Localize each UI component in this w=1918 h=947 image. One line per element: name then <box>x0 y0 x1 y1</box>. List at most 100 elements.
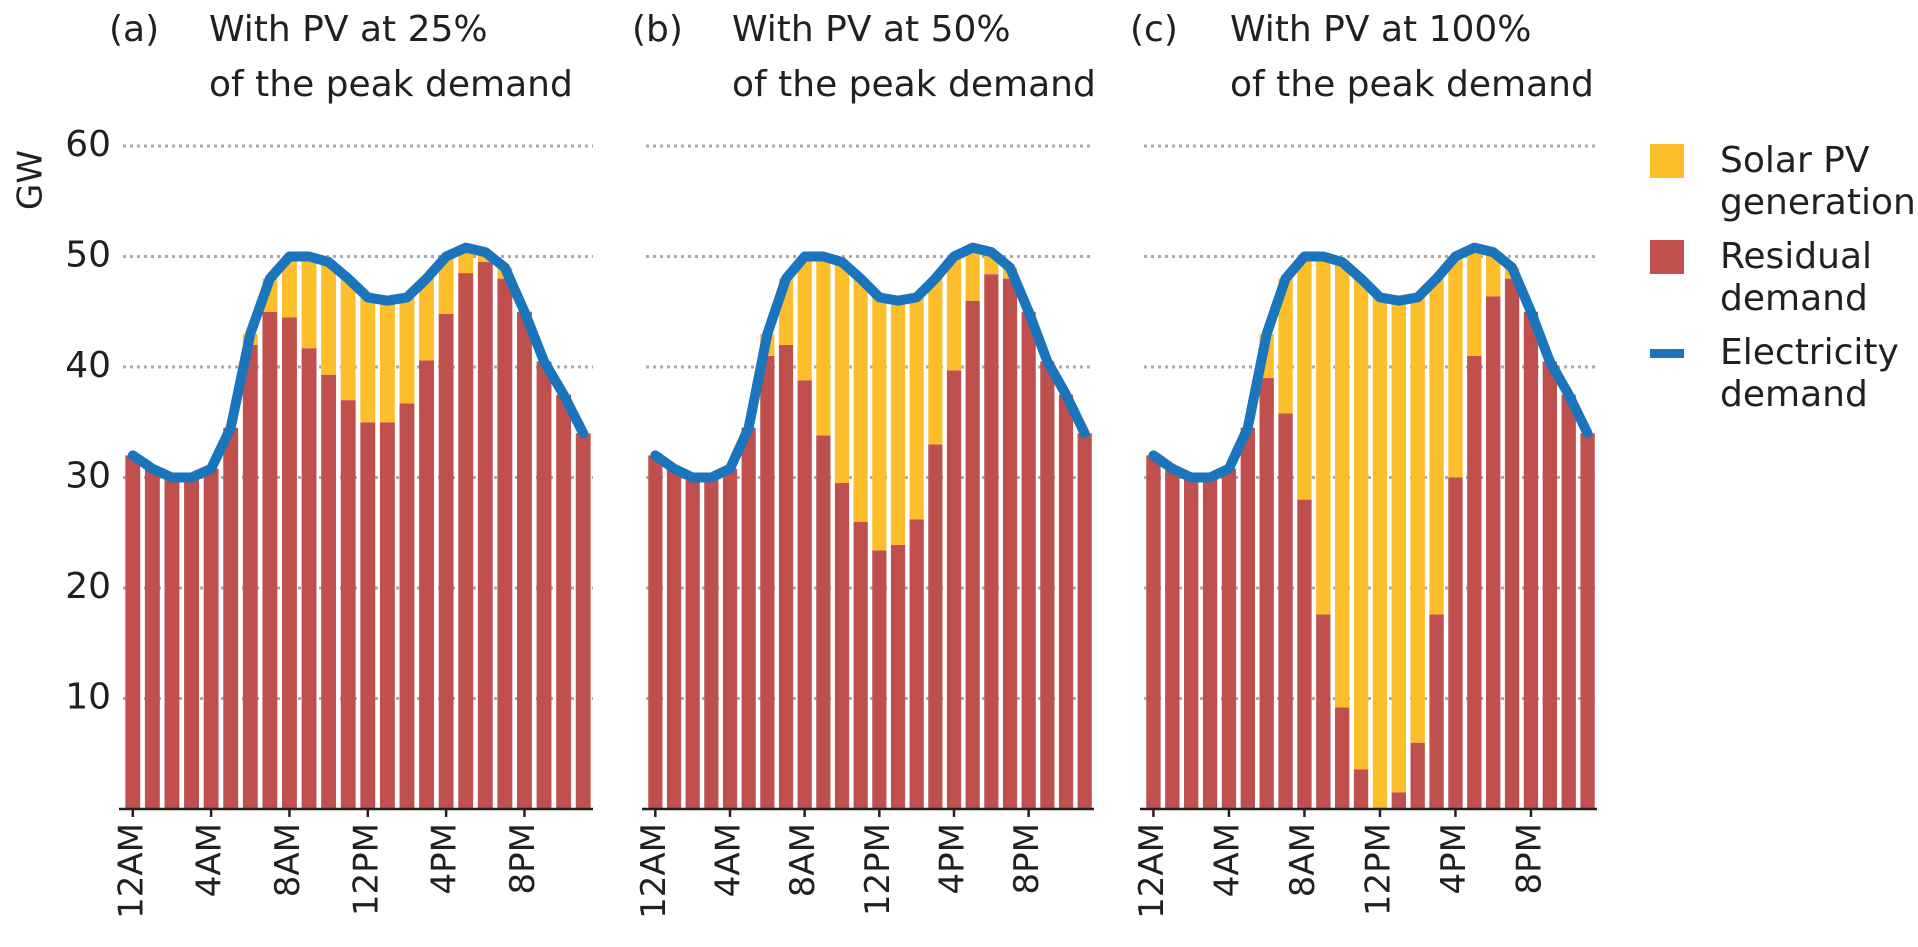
x-tick-label: 12PM <box>1358 823 1398 916</box>
bar-segment <box>1040 361 1055 809</box>
y-axis-label: GW <box>11 150 51 210</box>
chart-title: of the peak demand <box>1230 64 1594 105</box>
bar-segment <box>872 297 887 551</box>
bar-segment <box>909 519 924 809</box>
legend: Solar PV generation Residual demand Electr… <box>1650 140 1918 428</box>
bar-segment <box>1316 614 1331 809</box>
legend-label: Residual demand <box>1720 236 1873 319</box>
bar-segment <box>853 521 868 809</box>
bar-segment <box>1429 614 1444 809</box>
bar-segment <box>1410 742 1425 809</box>
demand-line <box>650 242 1090 483</box>
bar-segment <box>477 262 493 809</box>
y-tick-label: 30 <box>65 456 111 497</box>
bar-segment <box>1058 394 1074 809</box>
y-tick-label: 50 <box>65 235 111 276</box>
x-tick-label: 12AM <box>1132 823 1172 919</box>
bar-segment <box>419 278 434 361</box>
bar-segment <box>184 477 199 809</box>
legend-item: Electricity demand <box>1650 332 1918 416</box>
bar-segment <box>1165 468 1180 809</box>
bar-segment <box>458 273 474 809</box>
chart-title: With PV at 50% <box>732 9 1011 50</box>
bar-segment <box>360 422 376 809</box>
bar-segment <box>928 278 943 445</box>
bar-segment <box>778 344 794 809</box>
bar-segment <box>685 477 700 809</box>
bar-segment <box>946 370 962 809</box>
bar-segment <box>1486 296 1501 809</box>
x-tick-label: 8PM <box>503 823 543 894</box>
bar-segment <box>536 361 552 809</box>
bar-segment <box>1278 413 1293 809</box>
y-tick-label: 40 <box>65 345 111 386</box>
demand-line <box>1148 242 1593 483</box>
demand-line <box>127 242 589 483</box>
bar-segment <box>262 311 278 809</box>
bar-segment <box>1297 499 1312 809</box>
bar-segment <box>722 468 738 809</box>
x-tick-label: 4PM <box>1434 823 1474 894</box>
legend-swatch <box>1650 240 1684 274</box>
bar-segment <box>1580 433 1595 809</box>
bar-segment <box>321 374 337 809</box>
legend-swatch <box>1650 349 1684 358</box>
bar-segment <box>1002 278 1018 810</box>
bar-segment <box>438 256 454 314</box>
chart-title: With PV at 100% <box>1230 9 1532 50</box>
bar-segment <box>816 256 831 436</box>
bar-segment <box>438 313 454 809</box>
bar-segment <box>741 427 756 809</box>
bar-segment <box>340 278 356 401</box>
bar-segment <box>203 468 219 809</box>
x-tick-label: 12PM <box>346 823 386 916</box>
bar-segment <box>1353 769 1369 809</box>
bar-segment <box>399 297 415 404</box>
bar-segment <box>575 433 591 809</box>
bar-segment <box>984 274 999 809</box>
bar-segment <box>648 455 663 809</box>
bar-segment <box>872 550 887 809</box>
bar-segment <box>853 278 868 522</box>
x-tick-label: 12PM <box>858 823 898 916</box>
x-tick-label: 8AM <box>268 823 308 897</box>
panel-label: (a) <box>109 9 159 50</box>
legend-label: Solar PV generation <box>1720 140 1916 223</box>
bar-segment <box>379 300 395 423</box>
bar-segment <box>965 300 980 809</box>
x-tick-label: 4AM <box>1207 823 1247 897</box>
bar-segment <box>242 344 258 809</box>
chart-title: of the peak demand <box>209 64 573 105</box>
bar-segment <box>890 300 906 545</box>
x-tick-label: 8AM <box>1283 823 1323 897</box>
bar-segment <box>360 297 376 423</box>
x-tick-label: 4AM <box>709 823 749 897</box>
bar-segment <box>340 400 356 809</box>
bar-segment <box>1467 247 1482 356</box>
bar-segment <box>164 477 180 809</box>
bar-segment <box>1297 256 1312 500</box>
bar-segment <box>890 544 906 809</box>
bar-segment <box>1410 297 1425 743</box>
bar-segment <box>517 311 532 809</box>
bar-segment <box>1504 278 1520 810</box>
bar-segment <box>704 477 719 809</box>
bar-segment <box>928 444 943 809</box>
x-tick-label: 12AM <box>634 823 674 919</box>
bar-segment <box>125 455 141 809</box>
bar-segment <box>1391 300 1406 793</box>
legend-item: Solar PV generation <box>1650 140 1918 224</box>
bar-segment <box>1486 252 1501 297</box>
x-tick-label: 8PM <box>1007 823 1047 894</box>
bar-segment <box>909 297 924 520</box>
bar-segment <box>797 380 812 809</box>
bar-segment <box>1523 311 1539 809</box>
bar-segment <box>1372 297 1388 809</box>
bar-segment <box>1448 256 1463 478</box>
panel-label: (b) <box>632 9 683 50</box>
bar-segment <box>797 256 812 381</box>
bar-segment <box>301 256 317 349</box>
bar-segment <box>1542 361 1557 809</box>
bar-segment <box>1184 477 1199 809</box>
bar-segment <box>1146 455 1161 809</box>
